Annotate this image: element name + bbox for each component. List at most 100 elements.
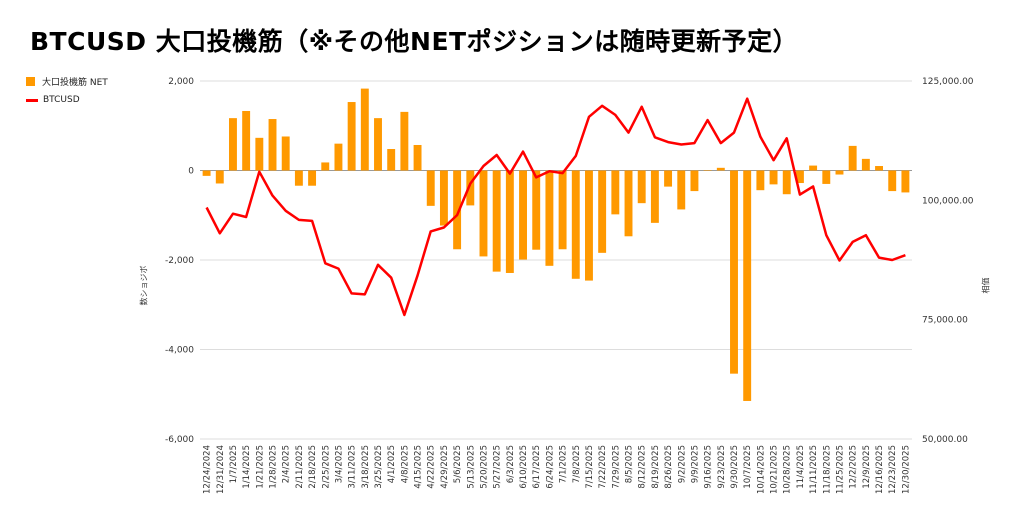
net-bar bbox=[795, 170, 804, 184]
net-bar bbox=[875, 166, 883, 171]
x-tick-label: 7/8/2025 bbox=[572, 445, 582, 483]
net-bar bbox=[334, 143, 343, 171]
x-tick-label: 2/4/2025 bbox=[282, 445, 292, 483]
x-tick-label: 9/23/2025 bbox=[717, 445, 727, 489]
net-bar bbox=[611, 170, 620, 215]
x-tick-label: 3/18/2025 bbox=[361, 445, 371, 489]
x-tick-label: 12/2/2025 bbox=[849, 445, 859, 489]
x-tick-label: 12/24/2024 bbox=[203, 445, 213, 494]
x-tick-label: 9/2/2025 bbox=[677, 445, 687, 483]
x-tick-label: 7/15/2025 bbox=[585, 445, 595, 489]
x-tick-label: 5/27/2025 bbox=[493, 445, 503, 489]
x-tick-label: 9/30/2025 bbox=[730, 445, 740, 489]
net-bar bbox=[453, 170, 462, 250]
x-tick-label: 11/11/2025 bbox=[809, 445, 819, 494]
net-bar bbox=[532, 170, 541, 250]
net-bar bbox=[769, 170, 778, 185]
left-tick-label: -4,000 bbox=[165, 346, 194, 356]
btcusd-line bbox=[205, 97, 906, 317]
x-tick-label: 2/18/2025 bbox=[308, 445, 318, 489]
net-bar bbox=[690, 170, 699, 192]
x-tick-label: 7/1/2025 bbox=[559, 445, 569, 483]
x-tick-label: 8/26/2025 bbox=[664, 445, 674, 489]
net-bar bbox=[730, 170, 738, 374]
x-tick-label: 4/8/2025 bbox=[400, 445, 410, 483]
net-bar bbox=[677, 170, 686, 210]
net-bar bbox=[637, 170, 646, 204]
net-bar bbox=[519, 170, 527, 260]
net-bar bbox=[387, 149, 396, 171]
left-tick-label: -6,000 bbox=[165, 435, 194, 445]
right-tick-label: 50,000.00 bbox=[922, 435, 968, 445]
legend-bar-swatch bbox=[26, 77, 35, 86]
x-tick-label: 4/15/2025 bbox=[414, 445, 424, 489]
net-bar bbox=[809, 165, 818, 171]
x-tick-label: 10/7/2025 bbox=[743, 445, 753, 489]
x-tick-label: 6/10/2025 bbox=[519, 445, 529, 489]
net-bar bbox=[901, 170, 910, 193]
net-bar bbox=[585, 170, 593, 281]
net-bar bbox=[281, 136, 290, 171]
net-bar bbox=[703, 170, 712, 171]
x-tick-label: 1/21/2025 bbox=[255, 445, 265, 489]
legend-line-swatch bbox=[26, 98, 38, 102]
net-bar bbox=[558, 170, 567, 250]
net-bar bbox=[321, 162, 330, 171]
x-tick-label: 1/28/2025 bbox=[269, 445, 279, 489]
net-bar bbox=[716, 167, 725, 171]
legend-item-btcusd: BTCUSD bbox=[26, 95, 80, 105]
net-bar bbox=[400, 111, 409, 171]
net-bar bbox=[242, 110, 251, 171]
legend-net-label: 大口投機筋 NET bbox=[42, 78, 108, 88]
net-bar bbox=[479, 170, 488, 257]
x-tick-label: 3/4/2025 bbox=[334, 445, 344, 483]
legend-item-net: 大口投機筋 NET bbox=[26, 75, 108, 88]
x-tick-label: 2/11/2025 bbox=[295, 445, 305, 489]
net-bar bbox=[308, 170, 317, 186]
net-bar bbox=[413, 144, 422, 171]
net-bar bbox=[782, 170, 791, 195]
net-bar bbox=[571, 170, 580, 279]
x-tick-label: 9/16/2025 bbox=[704, 445, 714, 489]
net-bar bbox=[202, 170, 211, 176]
x-tick-label: 5/6/2025 bbox=[453, 445, 463, 483]
right-tick-label: 75,000.00 bbox=[922, 316, 968, 326]
x-tick-label: 2/25/2025 bbox=[321, 445, 331, 489]
right-tick-label: 125,000.00 bbox=[922, 77, 974, 87]
net-bar bbox=[598, 170, 607, 253]
x-tick-label: 11/25/2025 bbox=[835, 445, 845, 494]
x-tick-label: 7/29/2025 bbox=[611, 445, 621, 489]
net-bar bbox=[492, 170, 501, 272]
x-tick-label: 6/3/2025 bbox=[506, 445, 516, 483]
net-bar bbox=[215, 170, 224, 184]
x-tick-label: 11/4/2025 bbox=[796, 445, 806, 489]
net-bar bbox=[505, 170, 514, 273]
x-tick-label: 12/31/2024 bbox=[216, 445, 226, 494]
net-bar bbox=[268, 119, 277, 171]
net-bar bbox=[294, 170, 303, 186]
x-tick-label: 5/13/2025 bbox=[466, 445, 476, 489]
x-tick-label: 12/16/2025 bbox=[875, 445, 885, 494]
x-tick-label: 7/22/2025 bbox=[598, 445, 608, 489]
net-bar bbox=[756, 170, 765, 191]
x-tick-label: 9/9/2025 bbox=[690, 445, 700, 483]
x-tick-label: 4/22/2025 bbox=[427, 445, 437, 489]
net-bar bbox=[347, 102, 356, 171]
x-tick-label: 3/11/2025 bbox=[348, 445, 358, 489]
net-bar bbox=[835, 170, 844, 175]
net-bar bbox=[743, 170, 752, 401]
chart-title: BTCUSD 大口投機筋（※その他NETポジションは随時更新予定） bbox=[30, 27, 799, 56]
x-tick-label: 6/24/2025 bbox=[545, 445, 555, 489]
net-bar bbox=[255, 137, 264, 171]
net-bar bbox=[545, 170, 554, 266]
x-tick-label: 8/12/2025 bbox=[638, 445, 648, 489]
x-tick-label: 6/17/2025 bbox=[532, 445, 542, 489]
x-tick-label: 12/9/2025 bbox=[862, 445, 872, 489]
left-tick-label: -2,000 bbox=[165, 256, 194, 266]
x-tick-label: 4/1/2025 bbox=[387, 445, 397, 483]
net-bar bbox=[624, 170, 633, 237]
x-tick-label: 8/19/2025 bbox=[651, 445, 661, 489]
net-bar bbox=[664, 170, 673, 187]
x-tick-label: 11/18/2025 bbox=[822, 445, 832, 494]
